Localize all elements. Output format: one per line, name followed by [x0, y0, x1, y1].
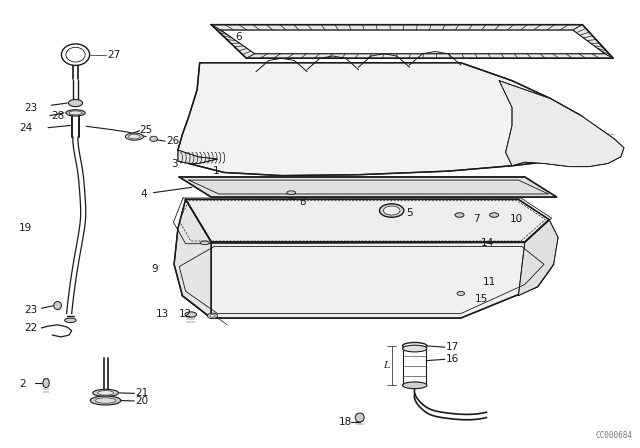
Text: 1: 1	[212, 166, 219, 176]
Ellipse shape	[90, 396, 121, 405]
Polygon shape	[178, 63, 589, 176]
Text: 12: 12	[179, 310, 193, 319]
Polygon shape	[179, 177, 557, 197]
Text: 4: 4	[141, 189, 147, 198]
Text: 17: 17	[446, 342, 460, 352]
Ellipse shape	[383, 206, 400, 215]
Ellipse shape	[403, 345, 427, 352]
Polygon shape	[174, 199, 211, 318]
Ellipse shape	[129, 134, 140, 139]
Ellipse shape	[455, 213, 464, 217]
Text: 25: 25	[140, 125, 153, 135]
Text: 21: 21	[136, 388, 149, 398]
Text: 27: 27	[107, 50, 120, 60]
Polygon shape	[518, 220, 558, 296]
Text: 19: 19	[19, 224, 33, 233]
Text: CC000684: CC000684	[595, 431, 632, 440]
Ellipse shape	[490, 213, 499, 217]
Ellipse shape	[150, 136, 157, 142]
Polygon shape	[499, 81, 624, 167]
Ellipse shape	[380, 204, 404, 217]
Ellipse shape	[287, 191, 296, 194]
Polygon shape	[178, 150, 218, 164]
Text: 18: 18	[339, 417, 353, 427]
Text: 26: 26	[166, 136, 180, 146]
Ellipse shape	[69, 111, 82, 115]
Text: 10: 10	[509, 214, 523, 224]
Text: 22: 22	[24, 323, 38, 333]
Polygon shape	[221, 30, 605, 54]
Ellipse shape	[54, 302, 61, 310]
Ellipse shape	[200, 241, 209, 245]
Text: 20: 20	[136, 396, 149, 406]
Text: 14: 14	[481, 238, 495, 248]
Text: 23: 23	[24, 305, 38, 315]
Ellipse shape	[457, 292, 465, 296]
Ellipse shape	[125, 133, 143, 140]
Text: L: L	[383, 361, 390, 370]
Ellipse shape	[355, 413, 364, 422]
Text: 15: 15	[475, 294, 488, 304]
Polygon shape	[182, 242, 554, 318]
Text: 5: 5	[406, 208, 413, 218]
Ellipse shape	[98, 391, 114, 395]
Polygon shape	[211, 25, 613, 58]
Ellipse shape	[207, 313, 218, 319]
Text: 6: 6	[236, 32, 242, 42]
Ellipse shape	[43, 379, 49, 388]
Ellipse shape	[68, 99, 83, 107]
Text: 2: 2	[19, 379, 26, 389]
Text: 23: 23	[24, 103, 38, 112]
Text: 24: 24	[19, 123, 33, 133]
Text: 8: 8	[299, 197, 305, 207]
Text: 13: 13	[156, 310, 169, 319]
Text: 3: 3	[172, 159, 178, 168]
Ellipse shape	[93, 389, 118, 396]
Ellipse shape	[185, 312, 196, 317]
Text: 11: 11	[483, 277, 496, 287]
Text: 7: 7	[474, 214, 480, 224]
Ellipse shape	[95, 398, 116, 403]
Ellipse shape	[210, 314, 215, 317]
Ellipse shape	[61, 44, 90, 65]
Text: 16: 16	[446, 354, 460, 364]
Text: 28: 28	[51, 112, 65, 121]
Text: 9: 9	[152, 264, 158, 274]
Ellipse shape	[66, 47, 85, 62]
Polygon shape	[186, 199, 549, 242]
Ellipse shape	[65, 318, 76, 323]
Ellipse shape	[403, 382, 427, 388]
Ellipse shape	[66, 110, 85, 116]
